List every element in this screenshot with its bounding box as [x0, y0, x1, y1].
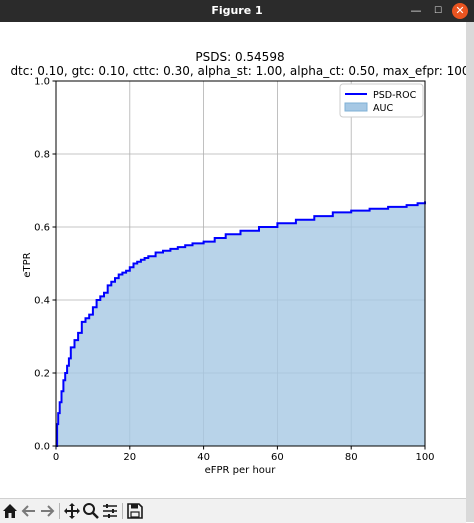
maximize-button[interactable]: ☐ — [433, 6, 443, 16]
y-tick-label: 0.2 — [34, 369, 50, 380]
y-tick-label: 0.6 — [34, 223, 50, 234]
legend-label-psd-roc: PSD-ROC — [373, 90, 417, 101]
back-icon[interactable] — [20, 502, 38, 520]
x-axis-label: eFPR per hour — [205, 465, 277, 476]
close-button[interactable]: ✕ — [452, 3, 468, 19]
x-tick-label: 0 — [53, 452, 59, 463]
x-tick-label: 40 — [197, 452, 210, 463]
x-tick-label: 80 — [345, 452, 358, 463]
psd-roc-line — [56, 201, 426, 447]
navigation-toolbar — [0, 498, 466, 523]
x-ticks: 0 20 40 60 80 100 — [53, 446, 435, 463]
configure-subplots-icon[interactable] — [101, 502, 119, 520]
toolbar-separator — [59, 503, 60, 519]
plot-frame — [55, 80, 426, 447]
zoom-icon[interactable] — [82, 502, 100, 520]
y-axis-label: eTPR — [22, 252, 33, 277]
y-tick-label: 0.0 — [34, 442, 50, 453]
home-icon[interactable] — [1, 502, 19, 520]
figure-canvas[interactable]: PSDS: 0.54598 dtc: 0.10, gtc: 0.10, cttc… — [0, 22, 474, 496]
window-titlebar: Figure 1 — ☐ ✕ — [0, 0, 474, 22]
y-tick-label: 0.8 — [34, 150, 50, 161]
toolbar-separator — [122, 503, 123, 519]
y-tick-label: 0.4 — [34, 296, 50, 307]
save-icon[interactable] — [126, 502, 144, 520]
window-title: Figure 1 — [211, 4, 263, 17]
chart-title: PSDS: 0.54598 — [195, 50, 284, 64]
legend-label-auc: AUC — [373, 103, 393, 114]
y-tick-label: 1.0 — [34, 77, 50, 88]
forward-icon[interactable] — [38, 502, 56, 520]
minimize-button[interactable]: — — [410, 4, 422, 17]
x-tick-label: 100 — [415, 452, 434, 463]
roc-chart: PSDS: 0.54598 dtc: 0.10, gtc: 0.10, cttc… — [10, 50, 469, 476]
x-tick-label: 20 — [123, 452, 136, 463]
window-border — [466, 22, 474, 522]
chart-subtitle: dtc: 0.10, gtc: 0.10, cttc: 0.30, alpha_… — [10, 64, 469, 78]
legend-fill-swatch — [344, 102, 368, 112]
auc-area — [56, 201, 425, 446]
pan-icon[interactable] — [63, 502, 81, 520]
x-tick-label: 60 — [271, 452, 284, 463]
legend: PSD-ROC AUC — [339, 83, 424, 118]
y-ticks: 0.0 0.2 0.4 0.6 0.8 1.0 — [34, 77, 56, 453]
